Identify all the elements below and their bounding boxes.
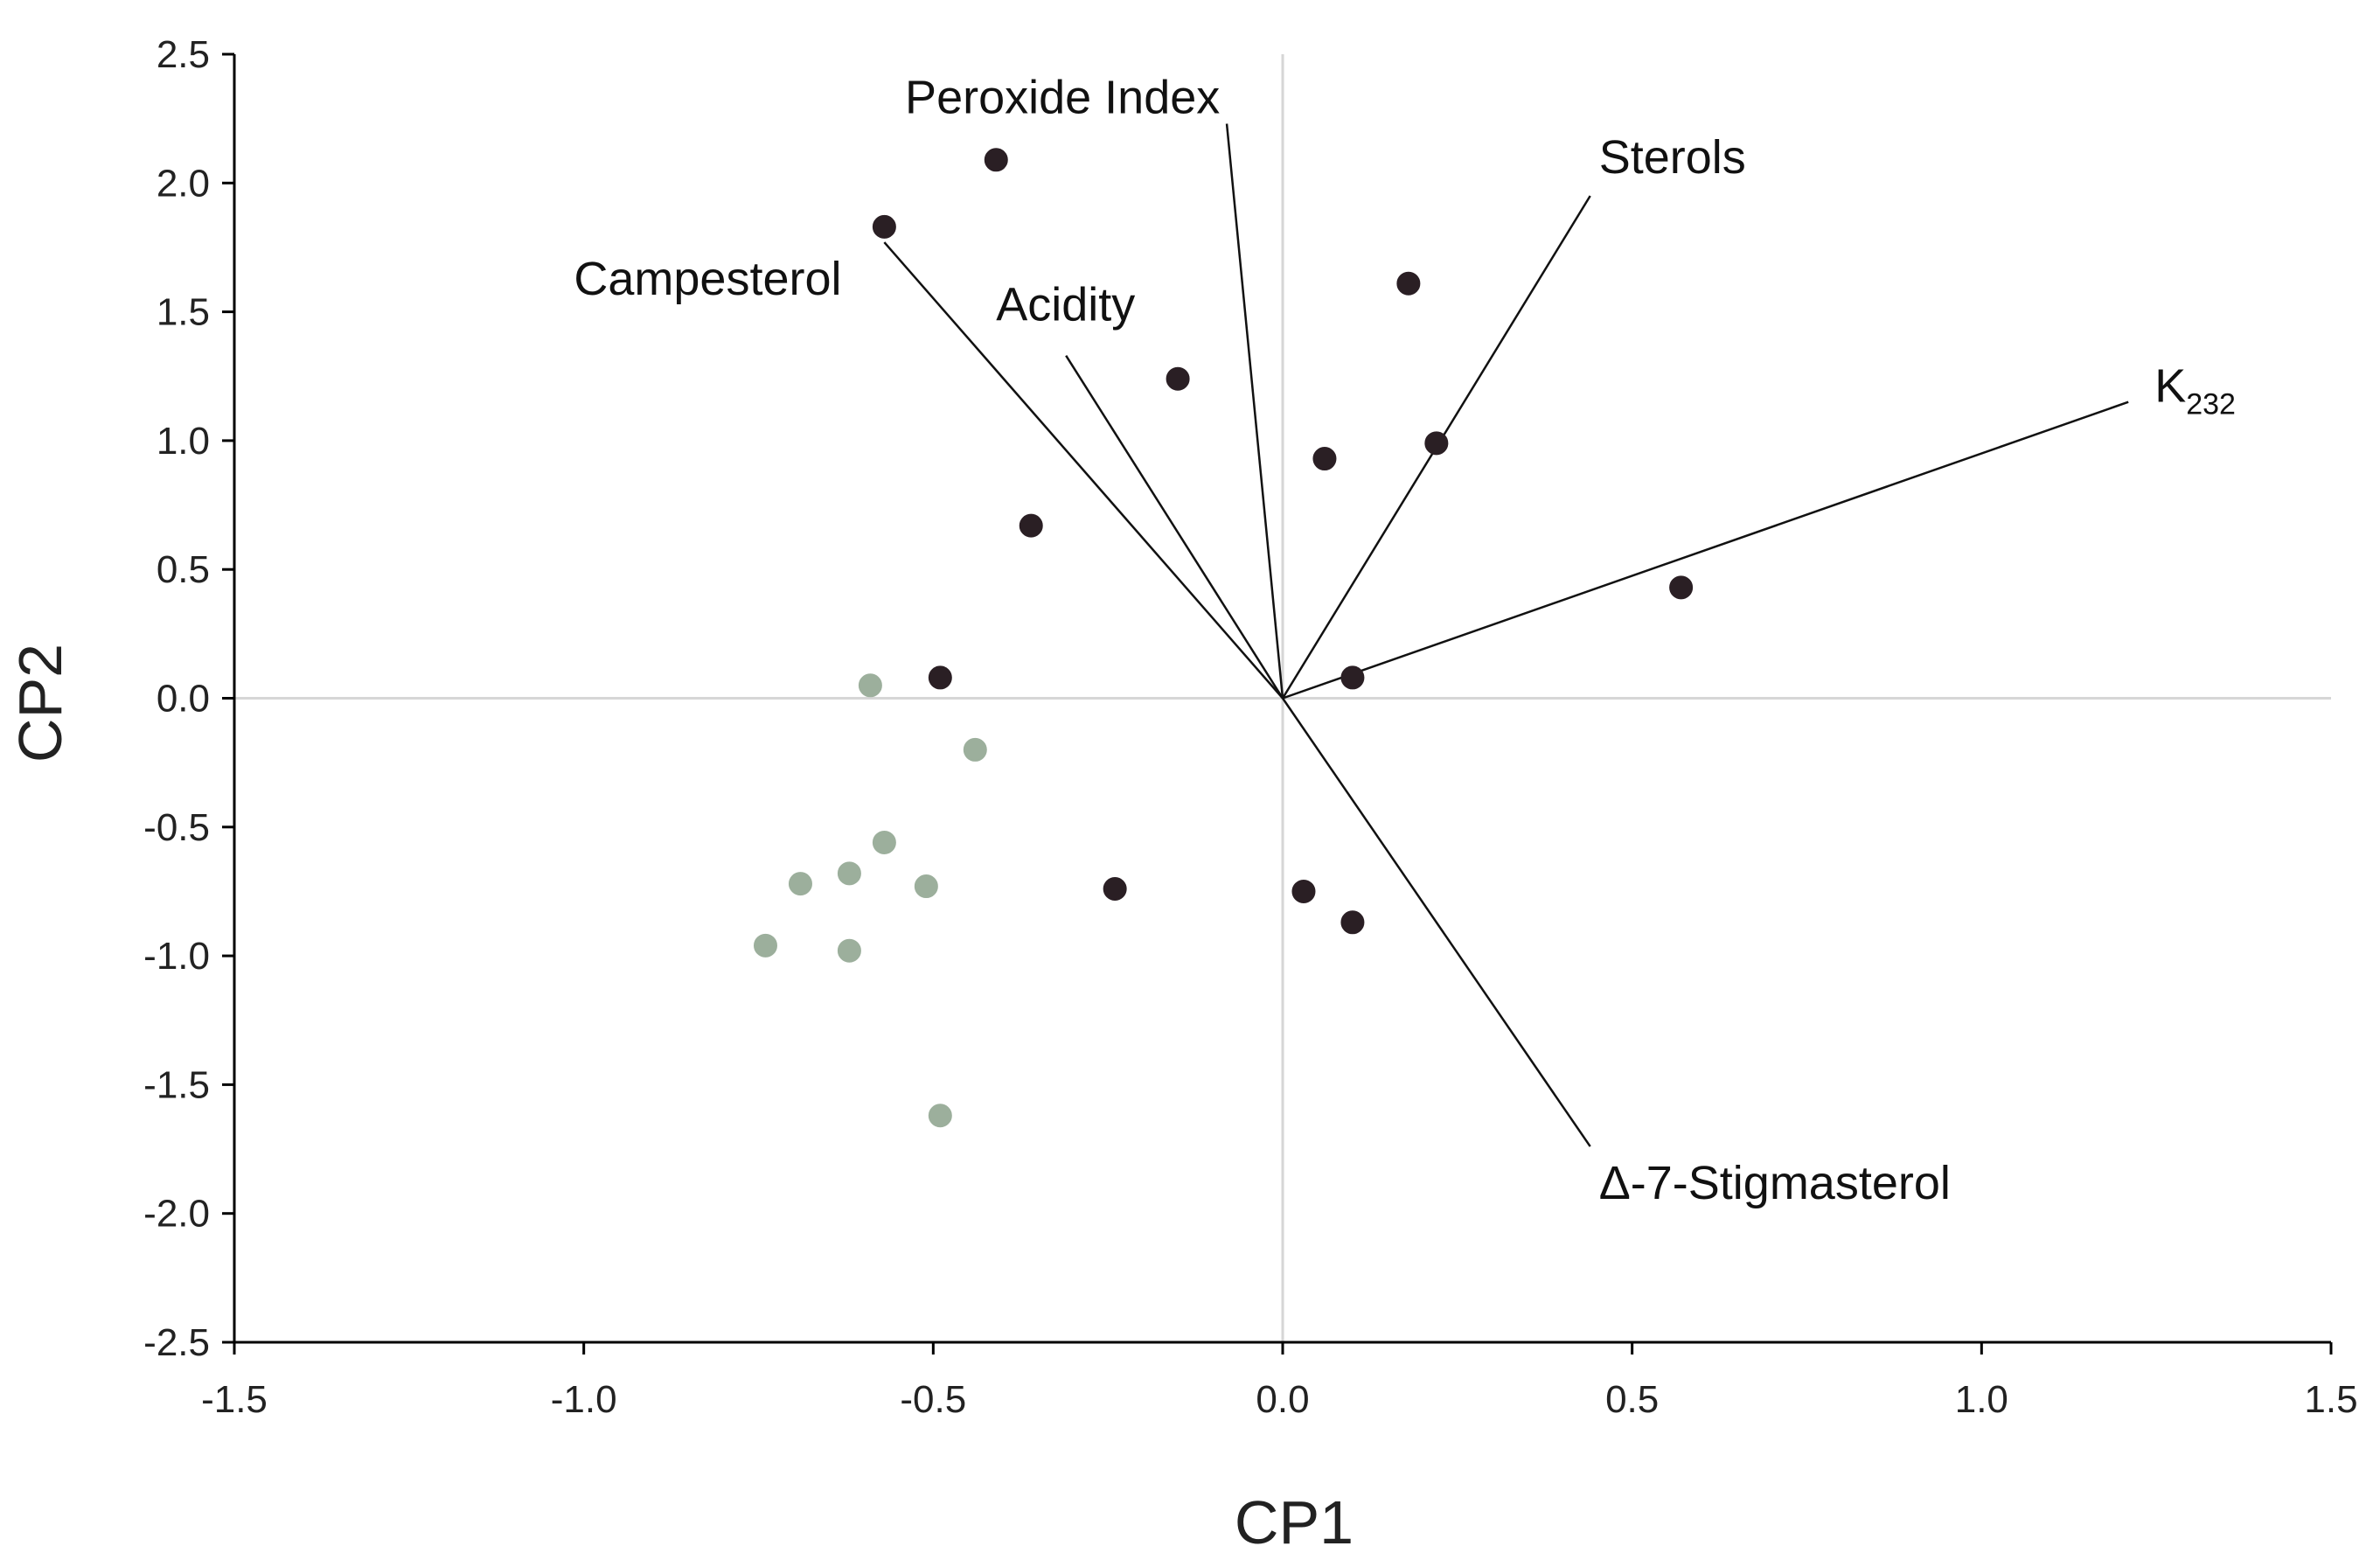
loading-vectors xyxy=(883,123,2129,1147)
score-point xyxy=(872,214,896,239)
score-point xyxy=(1312,447,1337,471)
score-point xyxy=(984,148,1008,172)
vector-label: K232 xyxy=(2154,360,2236,421)
vector-label-subscript: 232 xyxy=(2186,388,2236,421)
score-point xyxy=(858,673,882,698)
y-tick-label: 2.5 xyxy=(157,33,210,76)
score-point xyxy=(837,861,861,886)
score-point xyxy=(753,933,777,958)
y-tick-label: -2.0 xyxy=(143,1193,210,1236)
vector-label: Peroxide Index xyxy=(905,72,1220,124)
y-tick-label: -1.0 xyxy=(143,935,210,978)
score-point xyxy=(837,938,861,963)
loading-vector-line xyxy=(1225,123,1284,699)
loading-vector-line xyxy=(1281,697,1591,1147)
score-point xyxy=(1291,879,1316,903)
score-point xyxy=(1669,575,1694,600)
x-tick-label: 0.0 xyxy=(1256,1378,1309,1421)
score-point xyxy=(1396,271,1421,296)
score-point xyxy=(914,874,938,899)
vector-label: Campesterol xyxy=(574,253,841,305)
vector-label: Sterols xyxy=(1599,131,1746,184)
loading-vector-line xyxy=(883,241,1284,700)
score-points xyxy=(753,148,1694,1128)
vector-label: Δ-7-Stigmasterol xyxy=(1599,1157,1951,1209)
y-tick-label: 2.0 xyxy=(157,162,210,205)
y-tick-label: 1.0 xyxy=(157,420,210,463)
score-point xyxy=(788,872,812,896)
y-axis-ticks: 2.5 2.0 1.5 1.0 0.5 0.0 -0.5 -1.0 -1.5 -2.0 -2.5 xyxy=(143,33,234,1364)
x-tick-label: 1.0 xyxy=(1955,1378,2008,1421)
x-tick-label: 1.5 xyxy=(2304,1378,2357,1421)
x-tick-label: -0.5 xyxy=(900,1378,966,1421)
y-tick-label: -2.5 xyxy=(143,1321,210,1364)
score-point xyxy=(1424,431,1449,456)
vector-labels: Peroxide Index Sterols Campesterol Acidity K… xyxy=(574,72,2236,1210)
x-tick-label: -1.5 xyxy=(201,1378,268,1421)
score-point xyxy=(1103,877,1127,902)
x-tick-label: 0.5 xyxy=(1605,1378,1659,1421)
y-tick-label: 0.0 xyxy=(157,678,210,721)
score-point xyxy=(1019,513,1043,538)
score-point xyxy=(928,1104,952,1128)
score-point xyxy=(872,830,896,854)
y-tick-label: 1.5 xyxy=(157,291,210,334)
y-tick-label: -1.5 xyxy=(143,1063,210,1106)
y-tick-label: 0.5 xyxy=(157,548,210,591)
x-axis-title: CP1 xyxy=(1235,1488,1354,1557)
x-axis-ticks: -1.5 -1.0 -0.5 0.0 0.5 1.0 1.5 xyxy=(201,1342,2358,1421)
score-point xyxy=(1340,665,1365,690)
score-point xyxy=(928,665,952,690)
y-axis-title: CP2 xyxy=(6,644,74,763)
score-point xyxy=(963,737,987,762)
loading-vector-line xyxy=(1065,355,1284,700)
x-tick-label: -1.0 xyxy=(551,1378,617,1421)
y-tick-label: -0.5 xyxy=(143,806,210,849)
vector-label: Acidity xyxy=(996,279,1135,331)
score-point xyxy=(1340,910,1365,935)
loading-vector-line xyxy=(1282,400,2129,700)
score-point xyxy=(1166,366,1190,391)
